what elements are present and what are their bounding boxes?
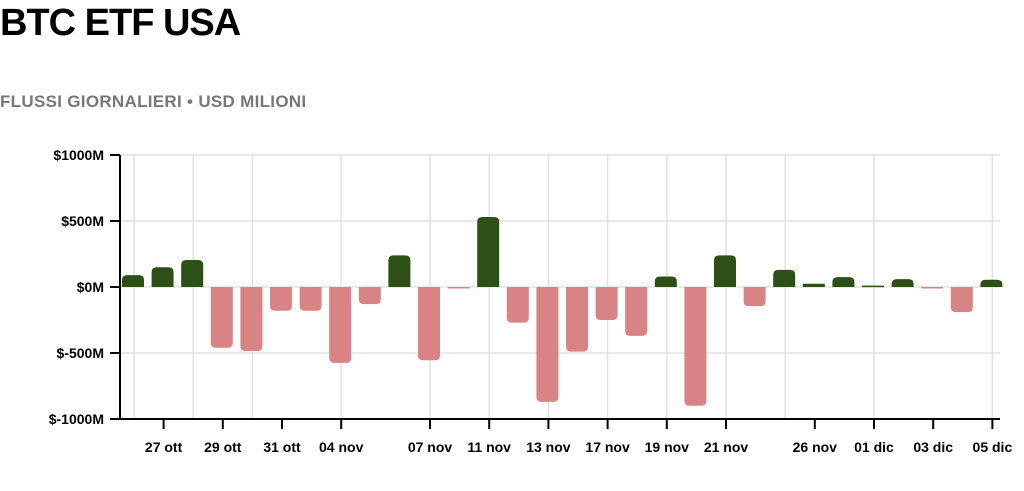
y-tick-label: $500M [61,213,104,229]
x-tick-label: 13 nov [526,439,571,455]
x-tick-label: 07 nov [408,439,453,455]
x-tick-label: 26 nov [793,439,838,455]
bar [684,287,707,406]
x-tick-label: 05 dic [973,439,1013,455]
bar [181,259,204,287]
y-tick-label: $-1000M [49,411,104,427]
bar [921,287,944,289]
bar [358,287,381,305]
bar [477,217,500,287]
y-tick-label: $0M [77,279,104,295]
bar [625,287,648,336]
x-tick-label: 29 ott [204,439,242,455]
bar [891,279,914,287]
bar [418,287,440,361]
bar [566,287,588,352]
bar [506,287,529,323]
x-tick-label: 19 nov [645,439,690,455]
x-tick-label: 03 dic [913,439,953,455]
y-tick-label: $-500M [57,345,104,361]
x-tick-label: 11 nov [467,439,511,455]
x-tick-label: 21 nov [704,439,749,455]
chart-subtitle: FLUSSI GIORNALIERI • USD MILIONI [0,92,307,111]
bar [980,279,1003,287]
bar [210,287,233,348]
bar [743,287,766,307]
bar [447,287,470,289]
bar [240,287,263,352]
bar [270,287,292,311]
bar [654,276,677,287]
x-tick-label: 31 ott [263,439,301,455]
bar [388,255,411,287]
bar [773,269,796,287]
y-tick-label: $1000M [53,147,104,163]
bar [536,287,559,402]
x-tick-label: 17 nov [585,439,630,455]
bar [299,287,322,311]
chart-title: BTC ETF USA [0,2,241,44]
bar [122,275,144,287]
bar [832,277,855,287]
bar [714,255,736,287]
bar [329,287,352,363]
bar [595,287,618,320]
bar [862,285,884,288]
x-tick-label: 04 nov [319,439,364,455]
x-tick-label: 27 ott [145,439,183,455]
bar [802,283,825,287]
bar [151,267,174,287]
x-tick-label: 01 dic [854,439,894,455]
bar [950,287,973,313]
